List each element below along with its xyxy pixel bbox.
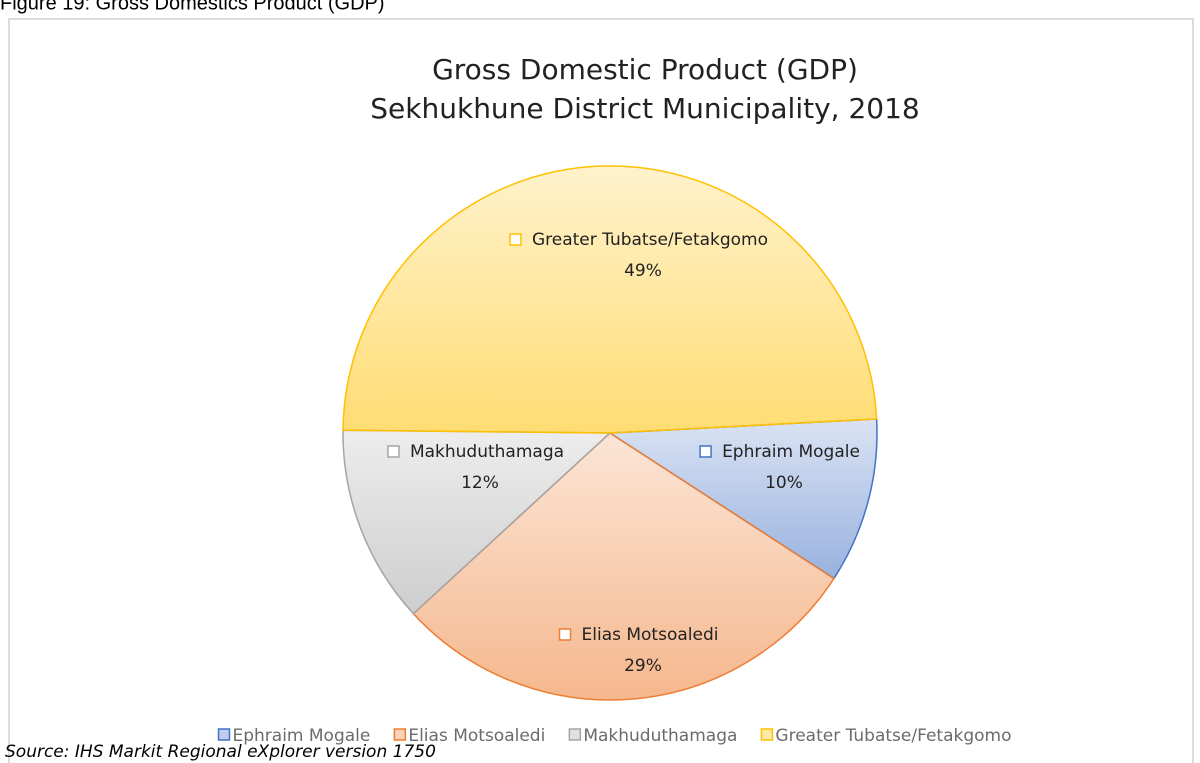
chart-subtitle: Sekhukhune District Municipality, 2018 [370, 92, 919, 125]
data-label-swatch [699, 445, 712, 458]
pie-slice [607, 418, 878, 580]
data-label-swatch [509, 233, 522, 246]
data-label-name: Makhuduthamaga [410, 442, 564, 462]
legend-label: Makhuduthamaga [583, 726, 737, 746]
data-label-name: Ephraim Mogale [722, 442, 860, 462]
legend-swatch [393, 728, 407, 741]
legend-swatch [760, 728, 774, 741]
data-label-name: Elias Motsoaledi [582, 625, 719, 645]
chart-frame [8, 18, 1194, 763]
legend-swatch [217, 728, 231, 741]
legend-label: Ephraim Mogale [232, 726, 370, 746]
pie-slice [412, 432, 835, 701]
data-label-value: 29% [624, 656, 662, 676]
data-label-value: 12% [461, 473, 499, 493]
data-label-value: 10% [765, 473, 803, 493]
data-label-swatch [387, 445, 400, 458]
figure-caption: Figure 19: Gross Domestics Product (GDP) [0, 0, 385, 14]
source-note: Source: IHS Markit Regional eXplorer ver… [5, 742, 436, 762]
data-label-value: 49% [624, 261, 662, 281]
legend-label: Greater Tubatse/Fetakgomo [775, 726, 1011, 746]
data-label-name: Greater Tubatse/Fetakgomo [532, 230, 768, 250]
legend-swatch [568, 728, 582, 741]
chart-title: Gross Domestic Product (GDP) [432, 53, 858, 86]
data-label-swatch [558, 628, 572, 641]
pie-slice [342, 429, 612, 615]
pie-slice [342, 165, 878, 434]
legend-label: Elias Motsoaledi [408, 726, 545, 746]
